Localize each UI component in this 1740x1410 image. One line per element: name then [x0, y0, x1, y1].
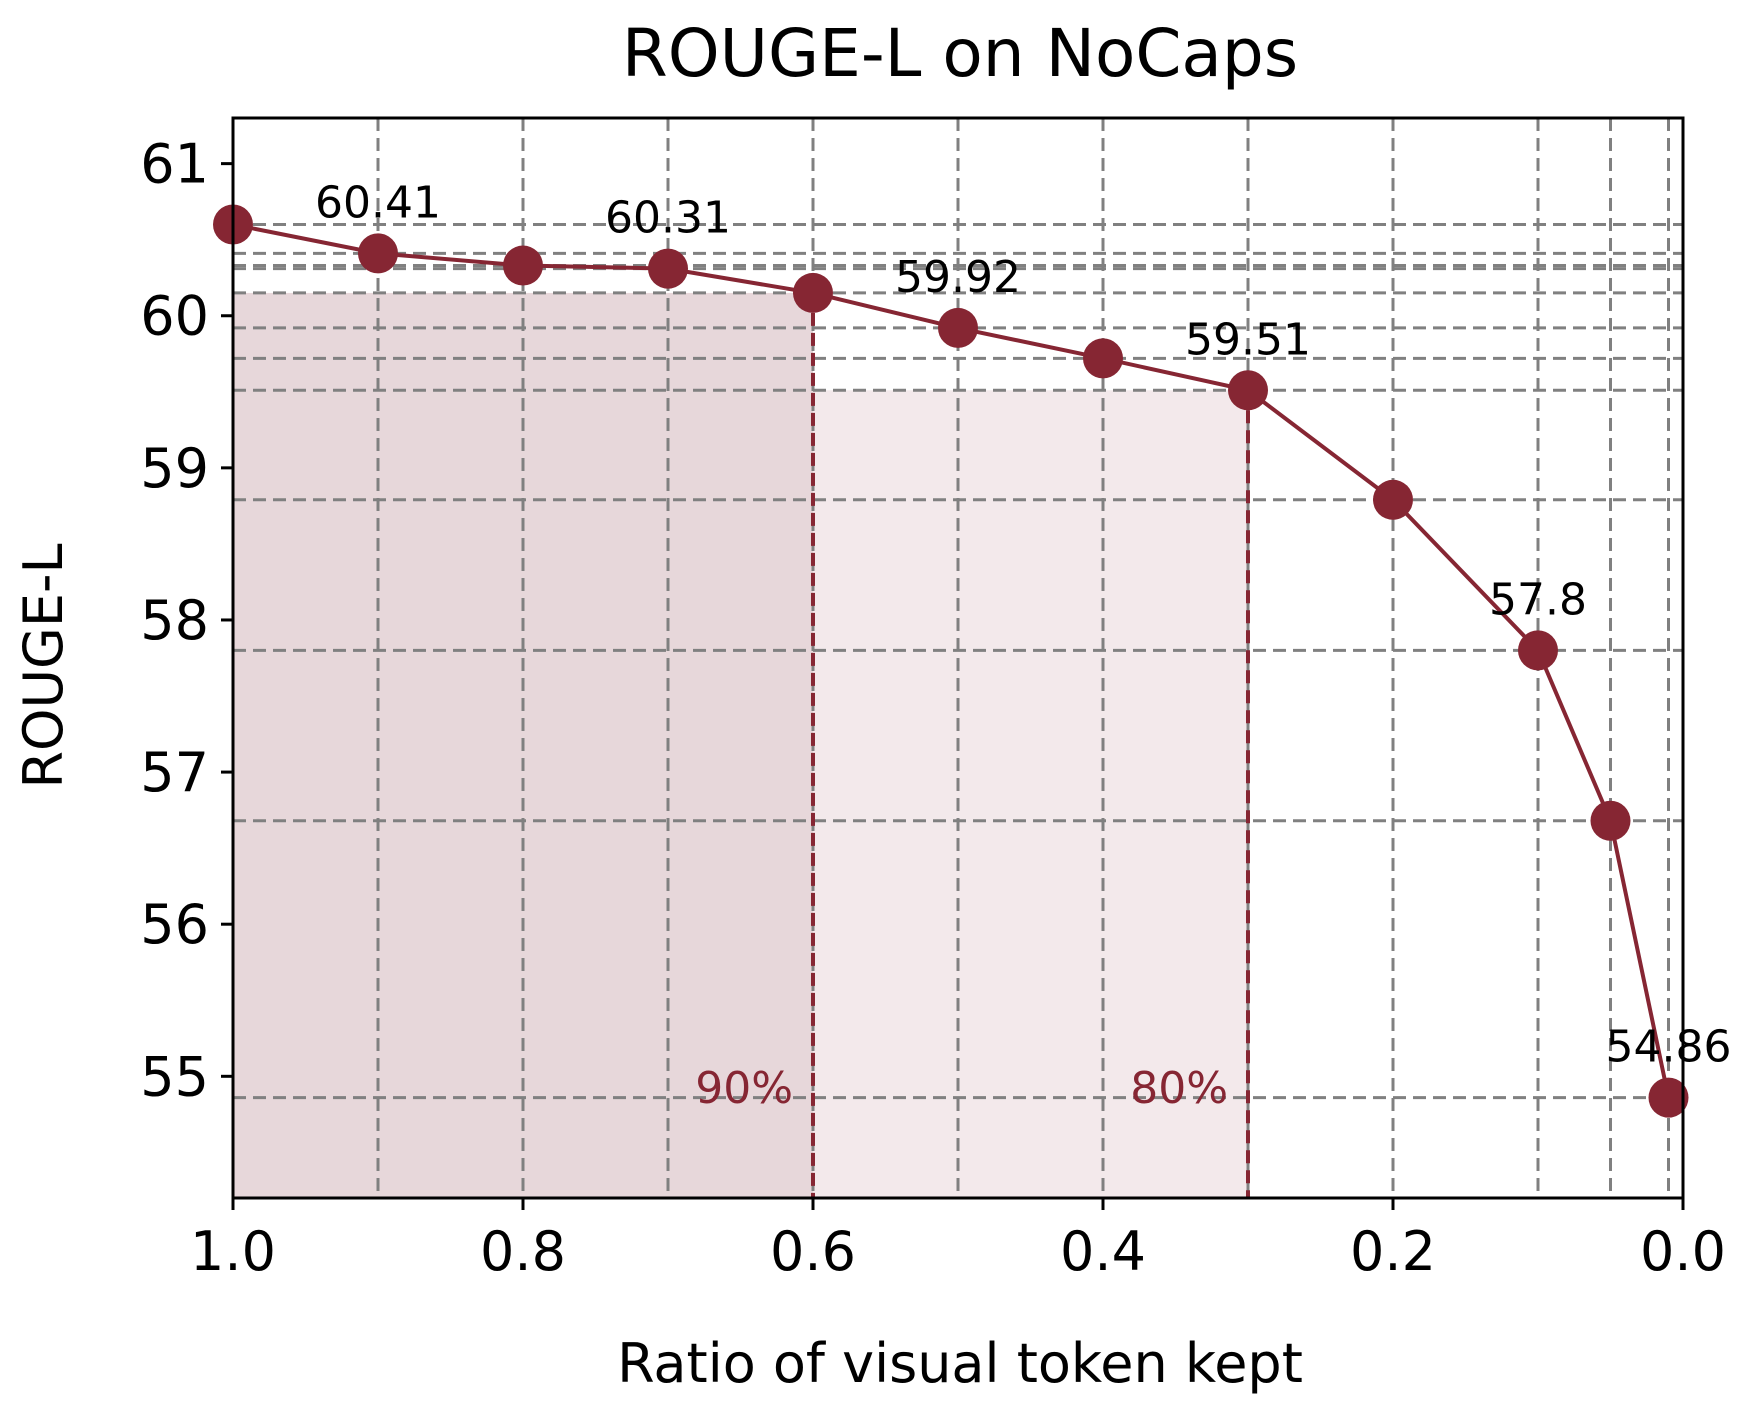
chart-title: ROUGE-L on NoCaps — [622, 15, 1298, 92]
data-label: 54.86 — [1606, 1022, 1732, 1073]
x-tick-label: 0.0 — [1640, 1220, 1726, 1283]
data-label: 59.51 — [1185, 314, 1311, 365]
y-tick-label: 58 — [140, 589, 209, 652]
data-label: 60.41 — [315, 177, 441, 228]
data-point — [1083, 338, 1123, 379]
y-tick-label: 57 — [140, 741, 209, 804]
data-point — [938, 307, 978, 348]
data-point — [1590, 800, 1631, 841]
plot-frame — [231, 116, 1685, 1200]
x-axis-label: Ratio of visual token kept — [617, 1332, 1303, 1395]
x-tick-label: 0.8 — [480, 1220, 566, 1283]
data-point — [1373, 479, 1413, 520]
data-label: 57.8 — [1489, 574, 1587, 625]
data-point — [1648, 1077, 1689, 1118]
y-tick-label: 60 — [140, 285, 209, 348]
data-label: 59.92 — [895, 252, 1021, 303]
data-point — [1518, 630, 1558, 671]
y-tick-label: 59 — [140, 437, 209, 500]
y-tick-label: 56 — [140, 893, 209, 956]
data-point — [503, 245, 543, 286]
x-tick-label: 0.6 — [770, 1220, 856, 1283]
x-tick-label: 0.4 — [1060, 1220, 1146, 1283]
data-label: 60.31 — [605, 193, 731, 244]
shaded-region-2 — [813, 390, 1248, 1198]
series-line — [232, 222, 1671, 1099]
threshold-label-1: 90% — [695, 1063, 793, 1114]
data-point — [648, 248, 688, 289]
data-point — [1228, 370, 1268, 411]
y-tick-label: 61 — [140, 133, 209, 196]
data-point — [358, 233, 398, 274]
y-axis-label: ROUGE-L — [12, 543, 75, 788]
data-point — [793, 272, 833, 313]
plot-area: 90% 80% 60.41 60.31 59.92 59.51 57.8 54.86 1.0 0.… — [140, 116, 1732, 1283]
threshold-label-2: 80% — [1130, 1063, 1228, 1114]
y-tick-label: 55 — [140, 1045, 209, 1108]
x-tick-label: 0.2 — [1350, 1220, 1436, 1283]
x-tick-label: 1.0 — [190, 1220, 276, 1283]
